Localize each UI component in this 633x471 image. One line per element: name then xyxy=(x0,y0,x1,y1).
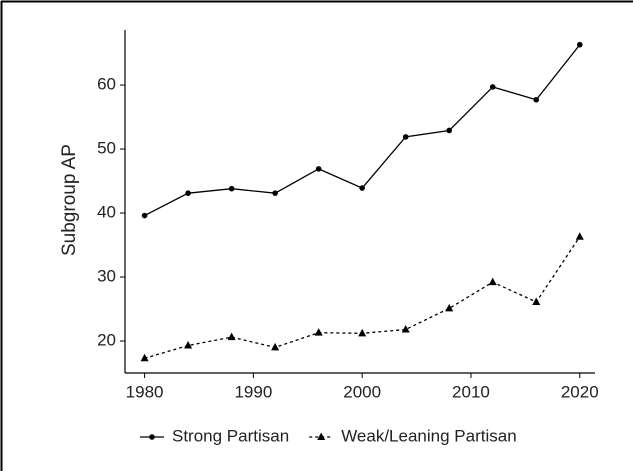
point xyxy=(446,127,453,134)
y-tick-label: 60 xyxy=(97,75,116,94)
legend-marker xyxy=(149,434,155,440)
x-tick-label: 1990 xyxy=(234,382,272,401)
point xyxy=(358,328,367,337)
y-axis-label: Subgroup AP xyxy=(59,144,80,256)
y-tick-label: 40 xyxy=(97,203,116,222)
x-tick-label: 2000 xyxy=(343,382,381,401)
point xyxy=(575,232,584,240)
point xyxy=(315,166,322,172)
point xyxy=(532,297,541,305)
x-tick-label: 2010 xyxy=(452,382,490,401)
point xyxy=(272,190,278,196)
y-tick-label: 20 xyxy=(97,330,116,349)
point xyxy=(576,41,583,48)
legend-marker xyxy=(317,432,326,440)
legend-label: Weak/Leaning Partisan xyxy=(341,426,516,445)
point xyxy=(227,332,236,341)
point xyxy=(445,303,454,312)
point xyxy=(402,134,409,140)
point xyxy=(533,96,540,103)
point xyxy=(141,212,148,219)
point xyxy=(488,277,497,286)
point xyxy=(314,328,323,336)
x-tick-label: 2020 xyxy=(561,382,599,401)
point xyxy=(185,190,191,196)
point xyxy=(184,340,193,349)
point xyxy=(359,185,365,191)
point xyxy=(140,353,149,362)
point xyxy=(271,342,280,351)
point xyxy=(228,185,235,192)
series-line xyxy=(144,236,581,359)
x-tick-label: 1980 xyxy=(126,382,164,401)
point xyxy=(401,324,410,333)
point xyxy=(489,84,496,90)
y-tick-label: 50 xyxy=(97,139,116,158)
legend-label: Strong Partisan xyxy=(172,426,289,445)
y-tick-label: 30 xyxy=(97,266,116,285)
